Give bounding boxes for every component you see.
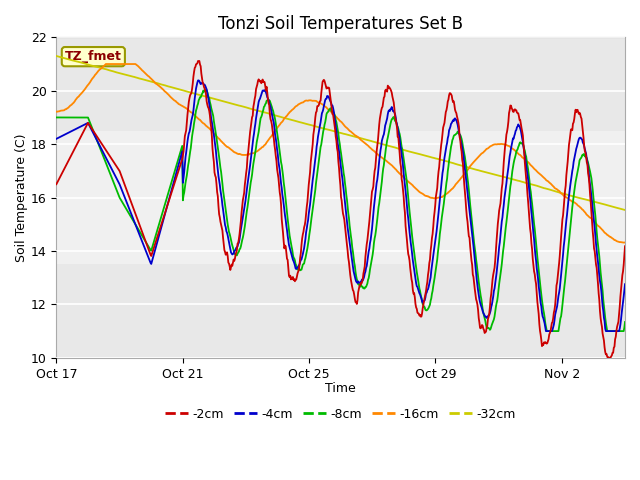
X-axis label: Time: Time bbox=[325, 382, 356, 395]
Y-axis label: Soil Temperature (C): Soil Temperature (C) bbox=[15, 133, 28, 262]
Legend: -2cm, -4cm, -8cm, -16cm, -32cm: -2cm, -4cm, -8cm, -16cm, -32cm bbox=[160, 403, 521, 425]
Bar bbox=[56, 131, 625, 264]
Title: Tonzi Soil Temperatures Set B: Tonzi Soil Temperatures Set B bbox=[218, 15, 463, 33]
Text: TZ_fmet: TZ_fmet bbox=[65, 50, 122, 63]
